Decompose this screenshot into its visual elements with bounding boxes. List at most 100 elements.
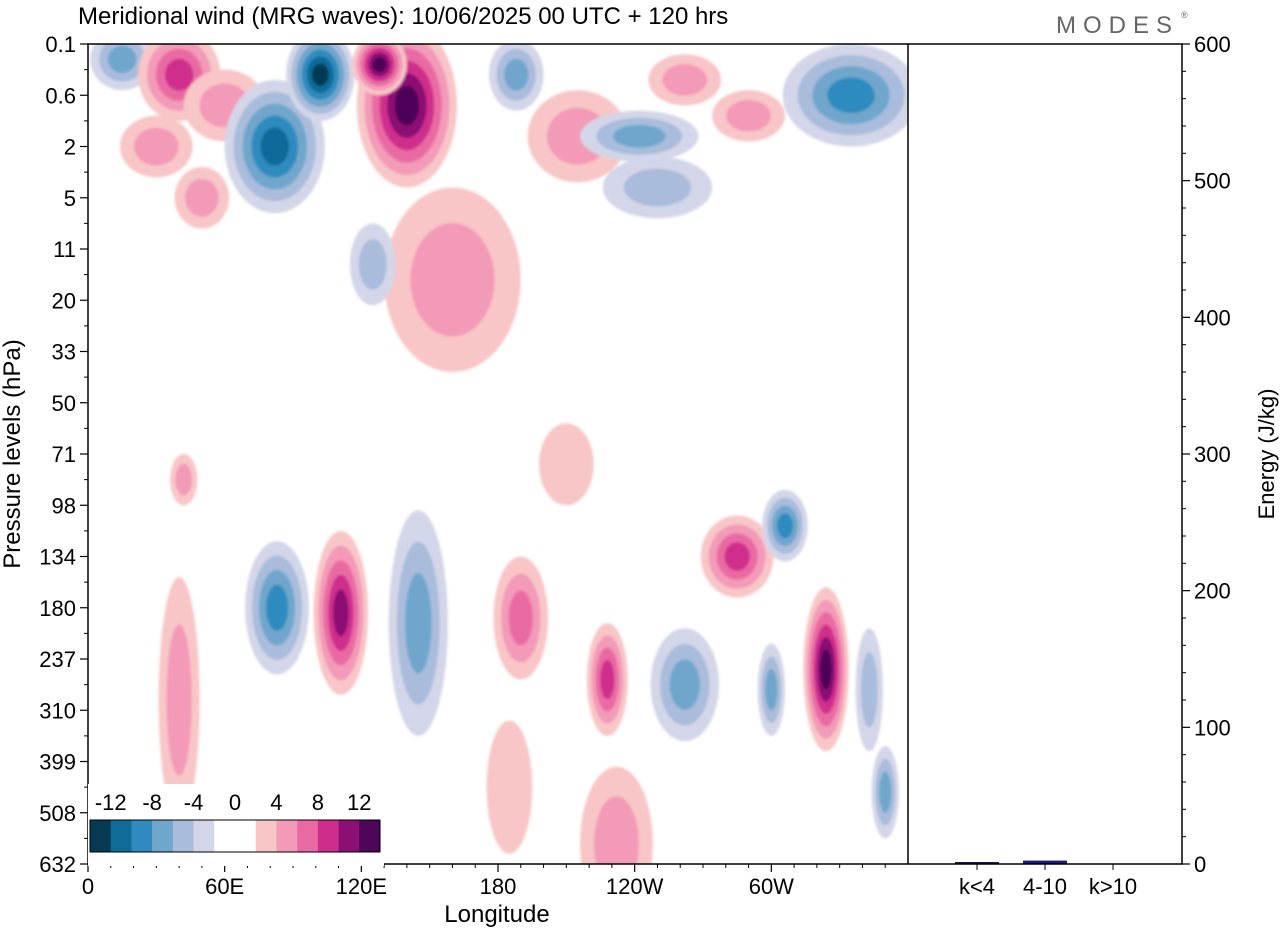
contour-band	[508, 590, 533, 646]
field-cell	[488, 44, 544, 111]
longitude-tick-label: 60E	[205, 874, 244, 899]
pressure-tick-label: 71	[52, 442, 76, 467]
field-cell	[712, 90, 785, 142]
energy-tick-label: 200	[1194, 579, 1231, 604]
pressure-tick-label: 237	[39, 647, 76, 672]
pressure-tick-label: 0.6	[45, 83, 76, 108]
colorbar-swatch	[152, 820, 174, 852]
field-cell	[486, 720, 533, 854]
field-cell	[803, 587, 849, 752]
contour-band	[662, 64, 708, 96]
contour-band	[504, 58, 529, 91]
contour-band	[726, 99, 771, 132]
contour-band	[594, 796, 639, 864]
contour-band	[166, 624, 192, 776]
chart-title-text: Meridional wind (MRG waves): 10/06/2025 …	[78, 3, 728, 30]
field-cell	[352, 44, 407, 96]
y-axis-label: Pressure levels (hPa)	[0, 339, 26, 568]
colorbar-swatch	[255, 820, 277, 852]
longitude-tick-label: 120E	[336, 874, 387, 899]
heatmap-panel	[88, 44, 908, 864]
brand-mark: ®	[1181, 10, 1188, 20]
field-cell	[119, 115, 193, 178]
colorbar-label: 4	[270, 790, 282, 815]
pressure-tick-label: 50	[52, 391, 76, 416]
contour-band	[265, 584, 289, 631]
field-cell	[158, 577, 200, 823]
contour-band	[394, 85, 419, 126]
contour-band	[820, 649, 832, 690]
colorbar-swatch	[359, 820, 381, 852]
pressure-tick-label: 180	[39, 596, 76, 621]
field-cell	[286, 44, 355, 121]
contour-band	[486, 720, 533, 854]
colorbar: -12 -8 -4 0 4 8 12	[88, 784, 384, 866]
colorbar-swatch	[317, 820, 339, 852]
colorbar-frame	[89, 819, 381, 853]
contour-band	[133, 127, 179, 166]
pressure-tick-label: 2	[64, 135, 76, 160]
longitude-tick-label: 60W	[749, 874, 794, 899]
contour-band	[669, 659, 700, 710]
energy-bars	[955, 860, 1067, 864]
colorbar-label: 0	[229, 790, 241, 815]
field-cell	[313, 530, 369, 695]
field-cell	[650, 628, 719, 742]
field-cell	[224, 79, 325, 214]
field-cell	[757, 643, 786, 736]
contour-band	[765, 669, 778, 711]
energy-tick-label: 500	[1194, 169, 1231, 194]
energy-tick-label: 400	[1194, 305, 1231, 330]
chart-title: Meridional wind (MRG waves): 10/06/2025 …	[78, 3, 728, 30]
pressure-axis: 0.1 0.6 2 5 11 20 33 50 71 98 134 180 237 310 399 508 63…	[39, 32, 88, 877]
colorbar-swatch	[131, 820, 153, 852]
colorbar-label: -8	[142, 790, 162, 815]
field-cell	[586, 623, 628, 736]
colorbar-swatch	[338, 820, 360, 852]
colorbar-label: 8	[312, 790, 324, 815]
contour-band	[612, 124, 666, 148]
energy-bar	[955, 862, 999, 864]
colorbar-swatch	[214, 820, 236, 852]
longitude-tick-label: 120W	[606, 874, 664, 899]
energy-category-label: k<4	[959, 874, 995, 899]
contour-band	[777, 513, 793, 539]
pressure-tick-label: 632	[39, 852, 76, 877]
colorbar-label: -4	[184, 790, 204, 815]
longitude-axis: 0 60E 120E 180 120W 60W	[82, 864, 886, 899]
contour-band	[372, 57, 387, 72]
energy-tick-label: 100	[1194, 715, 1231, 740]
pressure-tick-label: 11	[53, 237, 76, 262]
contour-band	[312, 63, 329, 86]
field-cell	[245, 541, 309, 675]
field-cell	[174, 166, 230, 229]
pressure-tick-label: 310	[39, 698, 76, 723]
energy-axis: 0 100 200 300 400 500 600	[1182, 32, 1231, 877]
pressure-tick-label: 5	[64, 186, 76, 211]
energy-category-label: 4-10	[1023, 874, 1067, 899]
contour-band	[405, 573, 432, 674]
field-cell	[648, 54, 722, 106]
longitude-tick-label: 180	[480, 874, 517, 899]
energy-category-label: k>10	[1089, 874, 1137, 899]
pressure-tick-label: 0.1	[45, 32, 76, 57]
pressure-tick-label: 134	[39, 545, 76, 570]
field-cell	[539, 423, 594, 506]
contour-band	[185, 178, 219, 217]
field-cell	[580, 110, 699, 162]
colorbar-swatch	[110, 820, 132, 852]
colorbar-label: -12	[95, 790, 127, 815]
field-cell	[855, 628, 883, 752]
energy-tick-label: 0	[1194, 852, 1206, 877]
contour-band	[107, 45, 137, 74]
field-cell	[493, 556, 549, 680]
energy-bar	[1023, 860, 1067, 864]
contour-band	[827, 77, 875, 114]
colorbar-swatch	[193, 820, 215, 852]
energy-background	[908, 44, 1182, 864]
longitude-tick-label: 0	[82, 874, 94, 899]
field-cell	[384, 187, 521, 373]
wind-field	[90, 44, 908, 864]
energy-category-axis: k<4 4-10 k>10	[959, 864, 1137, 899]
